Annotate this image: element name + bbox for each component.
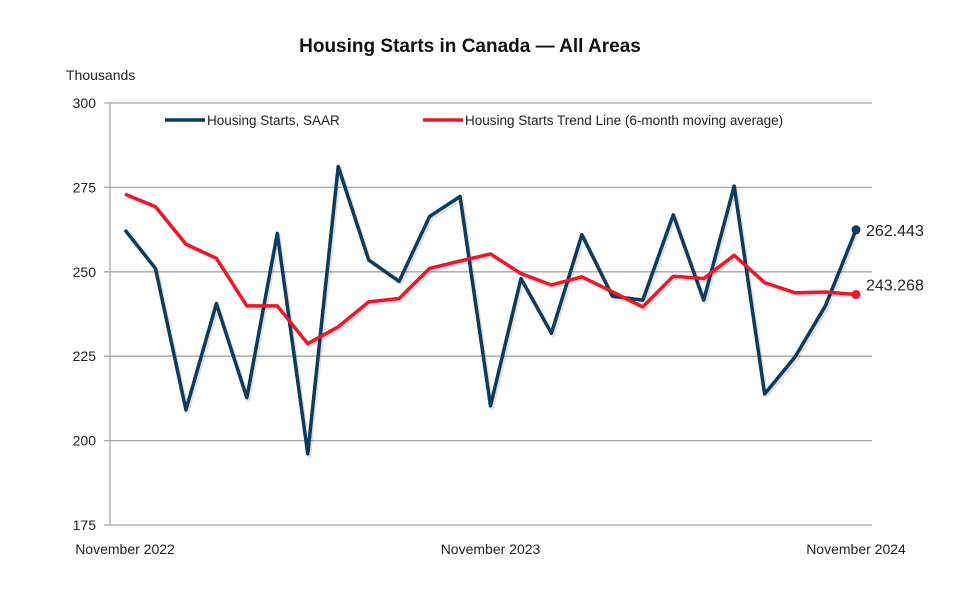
series-lines — [123, 164, 861, 458]
y-axis-label: Thousands — [66, 67, 135, 83]
y-tick-label: 300 — [73, 95, 97, 111]
series-shadow-0 — [124, 166, 860, 458]
y-tick-label: 250 — [73, 264, 97, 280]
data-point — [851, 225, 861, 235]
chart-title: Housing Starts in Canada — All Areas — [299, 36, 641, 57]
end-value-label-0: 262.443 — [866, 223, 924, 240]
end-value-label-1: 243.268 — [866, 278, 924, 295]
x-tick-label: November 2023 — [441, 541, 541, 557]
y-tick-label: 225 — [73, 348, 97, 364]
data-point — [851, 290, 861, 300]
y-tick-label: 175 — [73, 517, 97, 533]
x-tick-label: November 2024 — [806, 541, 906, 557]
legend-label-0: Housing Starts, SAAR — [207, 113, 340, 128]
legend-label-1: Housing Starts Trend Line (6-month movin… — [465, 113, 783, 128]
series-line-0 — [123, 164, 858, 456]
x-tick-label: November 2022 — [75, 541, 175, 557]
y-tick-labels: 175 200 225 250 275 300 — [73, 95, 97, 533]
legend: Housing Starts, SAAR Housing Starts Trend… — [165, 113, 783, 128]
x-tick-labels: November 2022 November 2023 November 2024 — [75, 541, 906, 557]
y-tick-label: 275 — [73, 179, 97, 195]
y-tick-label: 200 — [73, 433, 97, 449]
end-labels: 262.443 243.268 — [866, 223, 924, 295]
